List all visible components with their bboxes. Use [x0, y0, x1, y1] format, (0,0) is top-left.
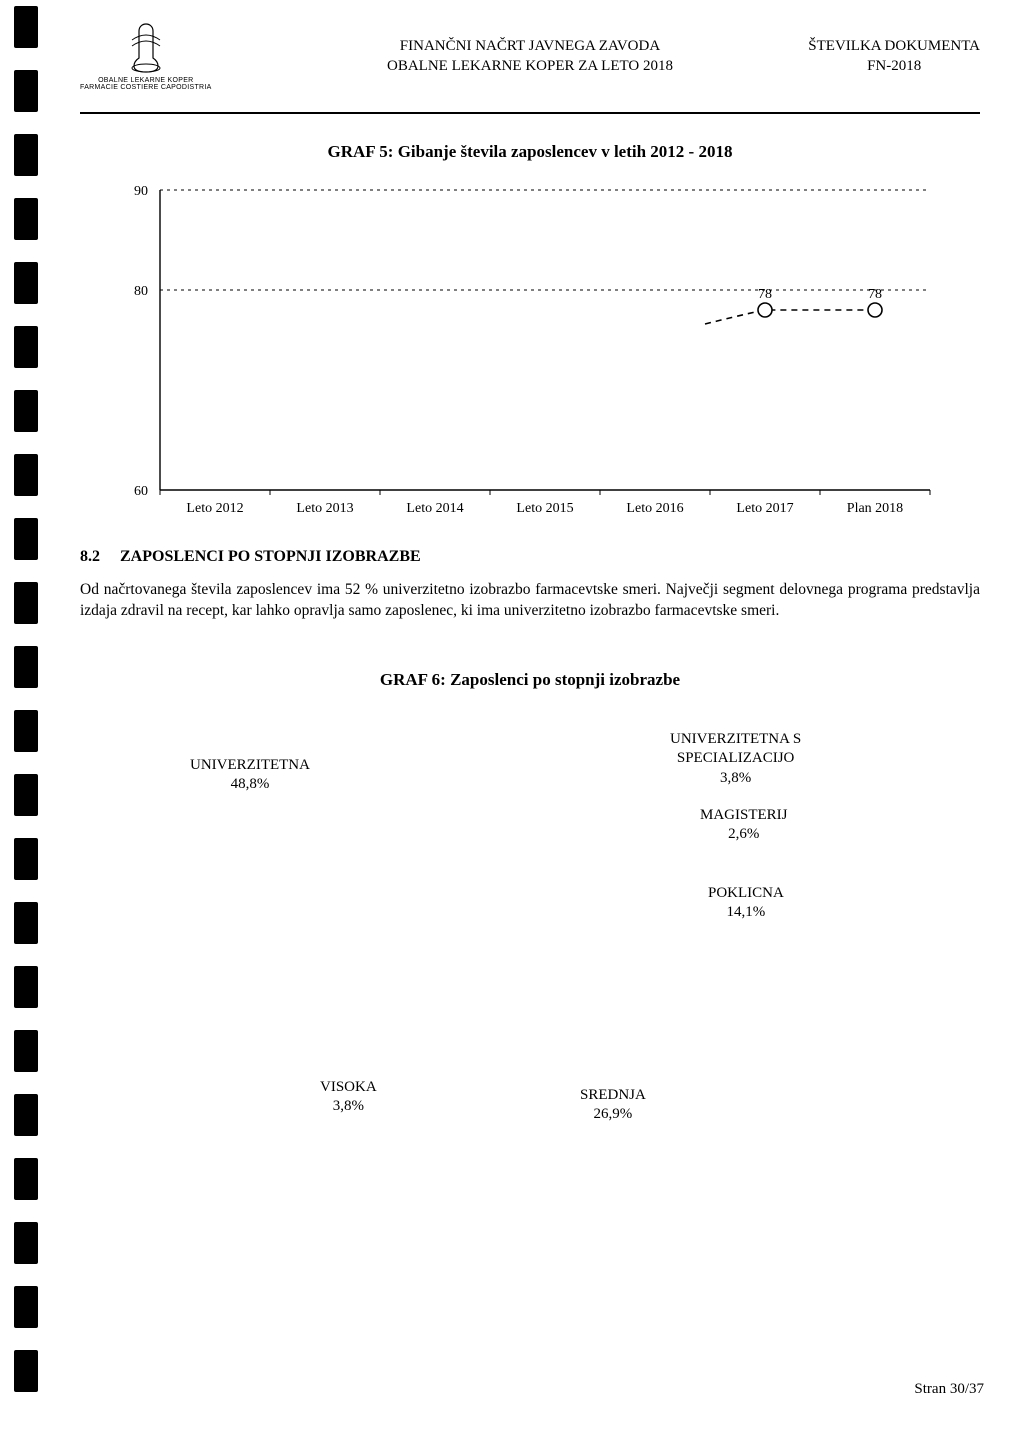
page-content: OBALNE LEKARNE KOPER FARMACIE COSTIERE C… [80, 0, 980, 1178]
svg-text:Plan 2018: Plan 2018 [847, 501, 903, 516]
binding-tab [14, 454, 38, 496]
binding-tab [14, 774, 38, 816]
binding-tab [14, 1094, 38, 1136]
logo-caption-2: FARMACIE COSTIERE CAPODISTRIA [80, 84, 212, 91]
svg-text:60: 60 [134, 484, 148, 499]
svg-text:Leto 2017: Leto 2017 [736, 501, 793, 516]
binding-tab [14, 518, 38, 560]
binding-tab [14, 1030, 38, 1072]
pie-label: UNIVERZITETNA SSPECIALIZACIJO3,8% [670, 730, 801, 789]
svg-text:Leto 2012: Leto 2012 [186, 501, 243, 516]
svg-text:78: 78 [758, 287, 772, 302]
binding-tab [14, 1158, 38, 1200]
binding-tab [14, 262, 38, 304]
header-right-line-1: ŠTEVILKA DOKUMENTA [808, 36, 980, 56]
binding-tab [14, 70, 38, 112]
svg-text:Leto 2014: Leto 2014 [406, 501, 463, 516]
binding-tab [14, 902, 38, 944]
binding-tab [14, 198, 38, 240]
binding-tab [14, 582, 38, 624]
svg-text:80: 80 [134, 284, 148, 299]
pie-label: UNIVERZITETNA48,8% [190, 756, 310, 795]
binding-tab [14, 1222, 38, 1264]
pie-label: VISOKA3,8% [320, 1078, 377, 1117]
svg-text:Leto 2015: Leto 2015 [516, 501, 573, 516]
section-8-2: 8.2 ZAPOSLENCI PO STOPNJI IZOBRAZBE Od n… [80, 548, 980, 622]
svg-text:Leto 2013: Leto 2013 [296, 501, 353, 516]
svg-text:90: 90 [134, 184, 148, 199]
binding-tab [14, 1350, 38, 1392]
binding-tab [14, 390, 38, 432]
chart5-title: GRAF 5: Gibanje števila zaposlencev v le… [80, 142, 980, 162]
binding-tab [14, 1286, 38, 1328]
binding-tab [14, 134, 38, 176]
binding-tab [14, 646, 38, 688]
binding-tab [14, 6, 38, 48]
spiral-binding [0, 0, 48, 1438]
chart6-area: UNIVERZITETNA48,8% UNIVERZITETNA SSPECIAL… [110, 708, 950, 1178]
page-footer: Stran 30/37 [914, 1381, 984, 1398]
section-paragraph: Od načrtovanega števila zaposlencev ima … [80, 580, 980, 622]
pie-label: POKLICNA14,1% [708, 884, 784, 923]
header-right-line-2: FN-2018 [808, 56, 980, 76]
pie-label: SREDNJA26,9% [580, 1086, 646, 1125]
chart5-plot: 60 80 90 Leto 2012 Leto 2013 Leto 2014 Leto 20… [110, 170, 950, 530]
header-right: ŠTEVILKA DOKUMENTA FN-2018 [808, 36, 980, 77]
section-title: ZAPOSLENCI PO STOPNJI IZOBRAZBE [120, 548, 421, 566]
chart6-title: GRAF 6: Zaposlenci po stopnji izobrazbe [80, 670, 980, 690]
document-header: OBALNE LEKARNE KOPER FARMACIE COSTIERE C… [80, 26, 980, 114]
binding-tab [14, 710, 38, 752]
svg-text:Leto 2016: Leto 2016 [626, 501, 683, 516]
binding-tab [14, 838, 38, 880]
section-number: 8.2 [80, 548, 116, 566]
binding-tab [14, 966, 38, 1008]
pie-label: MAGISTERIJ2,6% [700, 806, 788, 845]
logo-caption-1: OBALNE LEKARNE KOPER [80, 77, 212, 84]
binding-tab [14, 326, 38, 368]
svg-text:78: 78 [868, 287, 882, 302]
